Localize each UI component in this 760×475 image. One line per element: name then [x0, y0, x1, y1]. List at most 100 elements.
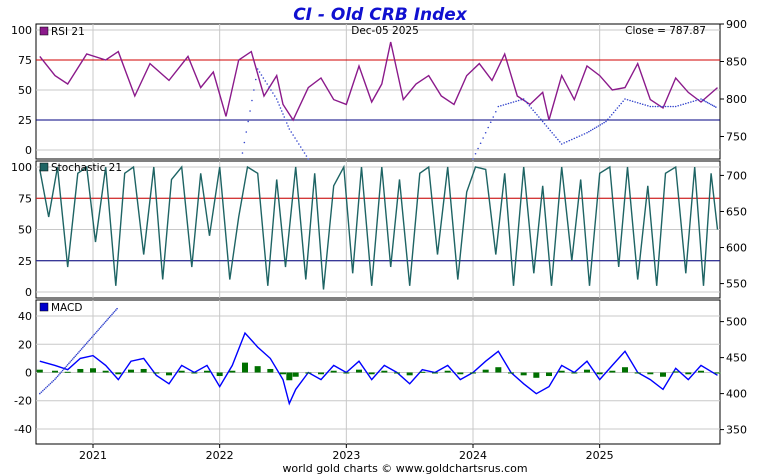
- right-tick-label: 400: [726, 388, 747, 401]
- histogram-bar: [330, 370, 337, 373]
- macd-legend-label: MACD: [51, 302, 82, 314]
- price-point: [106, 319, 108, 321]
- ticks-layer: 100 75 50 25 0 900 850 800 750 100 75 50 25 0 700 650 60…: [11, 18, 747, 462]
- price-point: [45, 387, 47, 389]
- price-point: [251, 99, 253, 102]
- left-tick-label: -20: [14, 395, 32, 408]
- price-point: [298, 143, 300, 145]
- price-point: [294, 137, 296, 139]
- price-point: [639, 102, 641, 105]
- price-point: [492, 116, 495, 118]
- price-point: [522, 98, 525, 100]
- price-point: [560, 143, 563, 145]
- histogram-bar: [660, 372, 666, 377]
- price-point: [605, 120, 607, 123]
- right-tick-label: 800: [726, 93, 747, 106]
- price-point: [568, 139, 571, 142]
- price-point: [659, 105, 662, 108]
- price-point: [48, 384, 50, 386]
- price-point: [64, 366, 66, 369]
- price-point: [272, 92, 274, 94]
- price-point: [634, 101, 636, 103]
- price-point: [277, 101, 279, 103]
- price-point: [288, 128, 291, 130]
- right-tick-label: 450: [726, 352, 747, 365]
- left-tick-label: 75: [18, 54, 32, 67]
- histogram-bar: [292, 372, 299, 377]
- close-label: Close = 787.87: [625, 25, 706, 37]
- left-tick-label: 75: [18, 192, 32, 205]
- right-tick-label: 750: [726, 131, 747, 144]
- price-point: [249, 110, 251, 112]
- price-point: [489, 121, 492, 124]
- price-point: [669, 105, 672, 108]
- price-point: [644, 104, 647, 106]
- histogram-bar: [178, 370, 185, 373]
- price-point: [84, 343, 87, 346]
- price-point: [502, 104, 505, 106]
- price-point: [66, 364, 69, 366]
- price-point: [479, 142, 482, 145]
- price-point: [543, 122, 546, 125]
- price-point: [641, 103, 644, 106]
- price-point: [534, 111, 536, 114]
- price-point: [94, 332, 97, 334]
- price-point: [576, 136, 578, 139]
- x-tick-label: 2025: [586, 449, 614, 462]
- histogram-bar: [140, 368, 147, 373]
- price-point: [116, 307, 118, 310]
- price-point: [292, 134, 294, 136]
- price-point: [510, 101, 512, 104]
- price-point: [588, 130, 590, 133]
- histogram-bar: [204, 370, 210, 373]
- right-tick-label: 850: [726, 56, 747, 69]
- price-point: [275, 98, 278, 100]
- left-tick-label: 0: [25, 286, 32, 299]
- price-point: [83, 345, 85, 347]
- price-point: [636, 101, 639, 104]
- price-point: [303, 152, 306, 154]
- price-point: [52, 379, 55, 382]
- price-point: [260, 74, 263, 76]
- price-point: [708, 102, 711, 105]
- price-point: [682, 103, 685, 106]
- histogram-bar: [216, 372, 223, 377]
- price-point: [626, 98, 629, 101]
- price-point: [685, 102, 687, 105]
- price-point: [73, 356, 75, 359]
- series-line-macd: [39, 331, 718, 406]
- histogram-bar: [267, 368, 274, 373]
- histogram-bar: [394, 372, 400, 374]
- series-line-rsi-21: [39, 41, 718, 122]
- price-point: [484, 131, 487, 134]
- series-line-stochastic-21: [39, 164, 719, 290]
- histogram-bar: [482, 369, 489, 373]
- price-point: [679, 104, 682, 106]
- price-point: [78, 351, 80, 353]
- price-point: [520, 98, 522, 101]
- histogram-bar: [714, 372, 721, 374]
- price-point: [558, 140, 561, 143]
- histogram-bar: [343, 372, 350, 374]
- histogram-bar: [242, 362, 248, 373]
- stochastic-legend-label: Stochastic 21: [51, 162, 122, 174]
- price-point: [108, 316, 111, 319]
- price-point: [280, 110, 283, 112]
- histogram-bar: [286, 372, 293, 381]
- price-point: [677, 104, 679, 107]
- price-point: [530, 107, 533, 109]
- price-point: [43, 388, 46, 391]
- histogram-bar: [52, 370, 58, 373]
- price-point: [61, 369, 64, 372]
- price-point: [578, 135, 581, 137]
- price-point: [591, 128, 594, 131]
- histogram-bar: [90, 368, 96, 373]
- rsi-legend-label: RSI 21: [51, 26, 85, 38]
- price-point: [77, 352, 79, 355]
- price-point: [253, 89, 255, 91]
- histogram-bar: [470, 372, 476, 374]
- price-point: [101, 325, 103, 327]
- left-tick-label: 50: [18, 224, 32, 237]
- histogram-bar: [128, 369, 134, 373]
